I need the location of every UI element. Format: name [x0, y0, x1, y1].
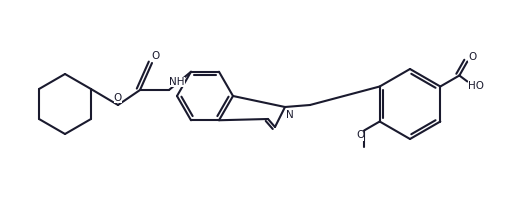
- Text: O: O: [114, 93, 122, 103]
- Text: O: O: [152, 51, 160, 61]
- Text: N: N: [286, 110, 294, 120]
- Text: HO: HO: [469, 80, 484, 91]
- Text: O: O: [468, 52, 476, 61]
- Text: O: O: [356, 131, 364, 141]
- Text: NH: NH: [169, 77, 185, 87]
